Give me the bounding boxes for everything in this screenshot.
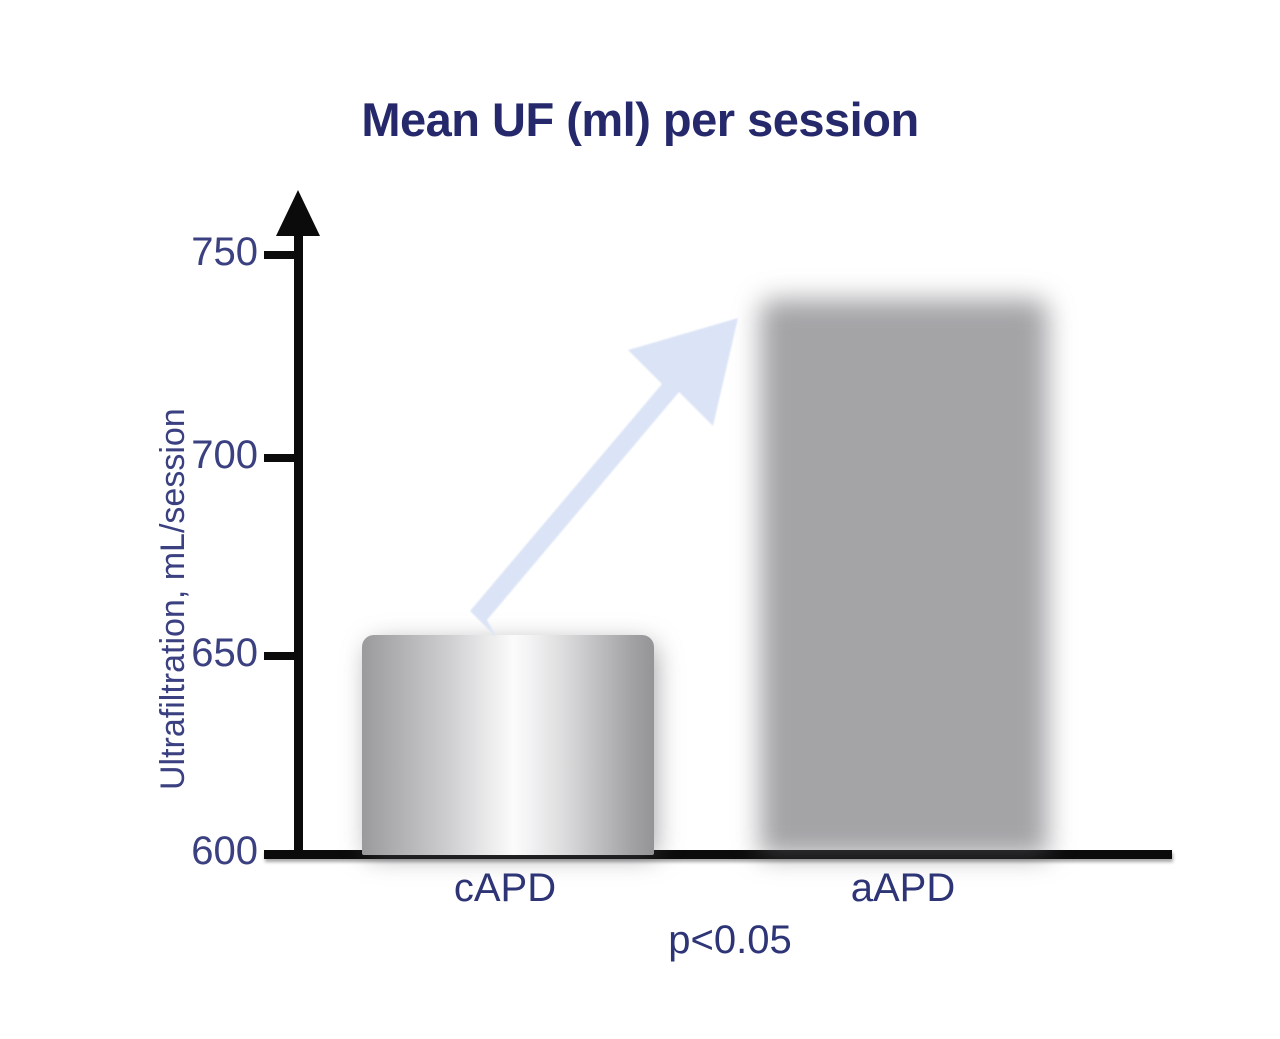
chart-title: Mean UF (ml) per session [361,93,919,146]
y-axis-tick-label-700: 700 [191,433,258,477]
growth-arrow-icon [470,318,738,638]
x-axis-label-capd: cAPD [453,866,557,910]
bar-capd[interactable] [362,635,654,855]
y-axis-tick-650 [264,652,302,660]
x-axis-line [264,850,1172,859]
y-axis-tick-750 [264,251,302,259]
y-axis-tick-label-600: 600 [191,829,258,873]
p-value-annotation: p<0.05 [668,918,792,962]
bar-shadow-aapd [760,299,1048,856]
bar-aapd[interactable] [754,291,1048,855]
y-axis-title: Ultrafiltration, mL/session [154,408,192,790]
x-axis-label-aapd: aAPD [850,866,956,910]
y-axis-line [294,225,303,858]
y-axis-tick-label-650: 650 [191,631,258,675]
y-axis-tick-700 [264,454,302,462]
y-axis-tick-label-750: 750 [191,230,258,274]
